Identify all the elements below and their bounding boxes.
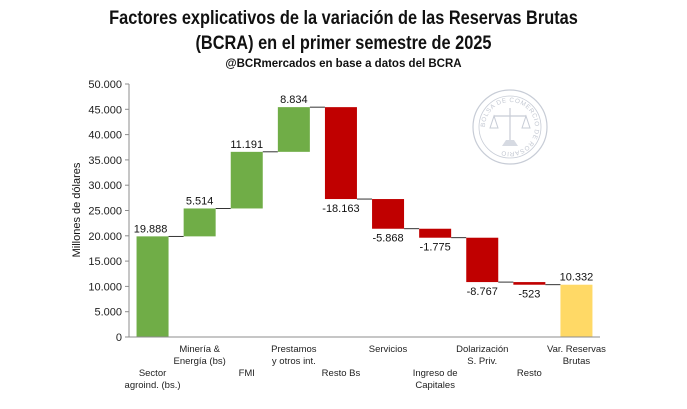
data-label: 11.191 — [230, 139, 263, 151]
chart-subtitle: @BCRmercados en base a datos del BCRA — [225, 58, 462, 70]
x-tick-label: Var. Reservas Brutas — [547, 344, 606, 367]
x-tick-label-line: Sector — [139, 368, 166, 379]
y-axis: 0 5.000 10.000 15.000 20.000 25.000 30.000 35.0… — [88, 79, 130, 344]
data-label: 19.888 — [134, 223, 168, 235]
y-tick-label: 20.000 — [88, 231, 122, 243]
chart-title-line2: (BCRA) en el primer semestre de 2025 — [195, 33, 492, 54]
waterfall-bar — [372, 199, 405, 229]
x-tick-label-line: y otros int. — [272, 356, 316, 367]
data-label: -1.775 — [420, 242, 451, 254]
x-axis: Sector agroind. (bs.)Minería & Energía (bs… — [125, 336, 606, 391]
data-label: -5.868 — [372, 233, 403, 245]
x-tick-label: FMI — [239, 368, 255, 379]
x-tick-label: Resto — [517, 368, 542, 379]
y-tick-label: 0 — [116, 332, 122, 344]
x-tick-label-line: Ingreso de — [413, 368, 458, 379]
waterfall-bar — [419, 228, 452, 238]
x-tick-label-line: Capitales — [415, 380, 455, 391]
x-tick-label-line: S. Priv. — [467, 356, 497, 367]
waterfall-bar — [136, 236, 169, 337]
x-tick-label-line: FMI — [239, 368, 255, 379]
data-label: -18.163 — [322, 203, 359, 215]
waterfall-bar — [466, 237, 499, 283]
connector-lines — [168, 106, 561, 286]
x-tick-label-line: Resto — [517, 368, 542, 379]
y-tick-label: 10.000 — [88, 281, 122, 293]
x-tick-label-line: Brutas — [563, 356, 591, 367]
y-axis-label: Millones de dólares — [71, 162, 83, 257]
x-tick-label: Dolarización S. Priv. — [456, 344, 508, 367]
x-tick-label: Resto Bs — [322, 368, 361, 379]
waterfall-bar — [277, 107, 310, 152]
waterfall-bar — [560, 284, 593, 337]
data-label: -523 — [518, 289, 540, 301]
y-tick-label: 15.000 — [88, 256, 122, 268]
y-tick-label: 50.000 — [88, 79, 122, 91]
x-tick-label-line: Resto Bs — [322, 368, 361, 379]
x-tick-label: Minería & Energía (bs) — [174, 344, 226, 367]
y-tick-label: 5.000 — [94, 307, 122, 319]
y-tick-label: 40.000 — [88, 130, 122, 142]
x-tick-label: Servicios — [369, 344, 408, 355]
waterfall-bar — [183, 208, 216, 237]
x-tick-label-line: Var. Reservas — [547, 344, 606, 355]
data-label: 10.332 — [560, 272, 594, 284]
waterfall-bar — [324, 107, 357, 200]
x-tick-label: Ingreso de Capitales — [413, 368, 458, 391]
x-tick-label: Sector agroind. (bs.) — [125, 368, 181, 391]
x-tick-label-line: Energía (bs) — [174, 356, 226, 367]
y-tick-label: 25.000 — [88, 206, 122, 218]
x-tick-label-line: Prestamos — [271, 344, 317, 355]
y-tick-label: 45.000 — [88, 104, 122, 116]
data-labels: 19.888 5.514 11.191 8.834 -18.163 -5.868 -1.77… — [134, 94, 594, 301]
data-label: -8.767 — [467, 286, 498, 298]
y-tick-label: 30.000 — [88, 180, 122, 192]
y-tick-label: 35.000 — [88, 155, 122, 167]
data-label: 8.834 — [280, 94, 308, 106]
waterfall-bar — [230, 151, 263, 209]
chart-title-line1: Factores explicativos de la variación de… — [109, 8, 578, 29]
x-tick-label: Prestamos y otros int. — [271, 344, 317, 367]
x-tick-label-line: Dolarización — [456, 344, 508, 355]
x-tick-label-line: Minería & — [179, 344, 220, 355]
x-tick-label-line: Servicios — [369, 344, 408, 355]
bars — [136, 107, 593, 337]
x-tick-label-line: agroind. (bs.) — [125, 380, 181, 391]
data-label: 5.514 — [186, 195, 214, 207]
bolsa-de-comercio-de-rosario-seal-icon: BOLSA DE COMERCIO DE ROSARIO — [472, 89, 548, 165]
waterfall-bar — [513, 282, 546, 285]
